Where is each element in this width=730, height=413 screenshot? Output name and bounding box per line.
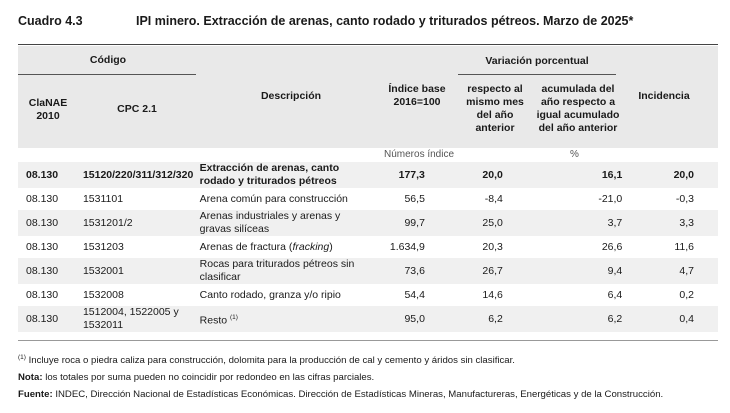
footnote-1: (1) Incluye roca o piedra caliza para co… [18,349,723,369]
data-table: 08.130 15120/220/311/312/320 Extracción … [18,162,718,332]
cell-var-mes: 14,6 [482,288,503,301]
descripcion-text: Arenas de fractura ( [199,240,293,253]
nota-text: los totales por suma pueden no coincidir… [45,372,375,384]
cell-indice: 177,3 [360,162,433,188]
cell-cpc: 1532001 [82,258,200,284]
nota-label: Nota: [18,372,43,384]
cell-indice: 54,4 [404,288,425,301]
cell-indice: 73,6 [360,258,433,284]
fuente-text: INDEC, Dirección Nacional de Estadística… [55,389,664,401]
cell-incidencia: -0,3 [675,192,694,205]
header-codigo: Código [89,54,127,66]
cell-clanae: 08.130 [18,162,83,188]
descripcion-emphasis: fracking [292,240,330,253]
header-variacion: Variación porcentual [485,55,589,67]
table-row: 08.130 1531101 Arena común para construc… [18,188,718,210]
cell-descripcion: Extracción de arenas, canto rodado y tri… [199,162,361,188]
cell-var-acum: 9,4 [526,258,643,284]
table-row: 08.130 15120/220/311/312/320 Extracción … [18,162,718,188]
footnote-marker: (1) [230,313,238,321]
cell-incidencia: 0,4 [642,306,718,332]
cell-var-mes: 6,2 [432,306,527,332]
cell-cpc: 15120/220/311/312/320 [82,162,200,188]
cell-cpc: 1532008 [82,288,124,301]
cell-incidencia: 4,7 [642,258,718,284]
header-incidencia: Incidencia [638,90,690,102]
table-number: Cuadro 4.3 [18,14,83,28]
table-row: 08.130 1531203 Arenas de fractura (frack… [18,236,718,258]
table-row: 08.130 1512004, 1522005 y 1532011 Resto … [18,306,718,332]
descripcion-close: ) [329,240,333,253]
units-row: Números índice % [18,148,718,162]
cell-incidencia: 11,6 [674,240,694,253]
cell-descripcion: Arenas de fractura (fracking) [200,236,361,258]
cell-clanae: 08.130 [26,240,59,253]
bottom-rule [18,340,718,341]
variacion-underline [458,74,616,75]
nota: Nota: los totales por suma pueden no coi… [18,369,723,386]
top-rule [18,44,718,45]
unit-variacion: % [570,149,579,160]
cell-descripcion: Canto rodado, granza y/o ripio [199,288,341,301]
cell-cpc: 1531101 [82,192,124,205]
cell-clanae: 08.130 [18,258,83,284]
cell-descripcion: Arena común para construcción [199,192,348,205]
descripcion-text: Resto [199,314,228,327]
cell-cpc: 1531201/2 [82,210,200,236]
cell-cpc: 1531203 [82,240,124,253]
header-var-mes: respecto al mismo mes del año anterior [466,83,524,134]
cell-indice: 99,7 [360,210,433,236]
cell-indice: 95,0 [360,306,433,332]
table-title: IPI minero. Extracción de arenas, canto … [136,14,634,28]
header-indice: Índice base 2016=100 [388,83,446,108]
fuente: Fuente: INDEC, Dirección Nacional de Est… [18,386,723,403]
cell-var-acum: 6,4 [607,288,623,301]
cell-incidencia: 3,3 [642,210,718,236]
cell-clanae: 08.130 [26,288,59,301]
cell-indice: 1.634,9 [389,240,425,253]
cell-incidencia: 0,2 [679,288,694,301]
cell-var-acum: 26,6 [601,240,623,253]
cell-var-mes: 20,0 [432,162,527,188]
footnote-1-mark: (1) [18,354,26,361]
header-cpc: CPC 2.1 [117,103,157,115]
table-row: 08.130 1532008 Canto rodado, granza y/o … [18,284,718,306]
cell-var-mes: 26,7 [432,258,527,284]
table-row: 08.130 1531201/2 Arenas industriales y a… [18,210,718,236]
cell-var-acum: 6,2 [526,306,643,332]
cell-incidencia: 20,0 [642,162,718,188]
header-var-acum: acumulada del año respecto a igual acumu… [536,83,620,134]
cell-var-mes: 25,0 [432,210,527,236]
cell-clanae: 08.130 [18,210,83,236]
table-row: 08.130 1532001 Rocas para triturados pét… [18,258,718,284]
cell-cpc: 1512004, 1522005 y 1532011 [82,306,200,332]
header-descripcion: Descripción [260,90,322,102]
cell-var-mes: 20,3 [482,240,503,253]
cell-clanae: 08.130 [18,306,83,332]
footnote-1-text: Incluye roca o piedra caliza para constr… [28,355,515,367]
codigo-underline [18,74,196,75]
cell-indice: 56,5 [404,192,425,205]
fuente-label: Fuente: [18,389,53,401]
notes: (1) Incluye roca o piedra caliza para co… [18,349,723,403]
cell-descripcion: Resto (1) [199,306,361,332]
cell-var-acum: -21,0 [598,192,623,205]
cell-clanae: 08.130 [26,192,59,205]
cell-var-mes: -8,4 [484,192,503,205]
cell-descripcion: Rocas para triturados pétreos sin clasif… [199,258,361,284]
cell-descripcion: Arenas industriales y arenas y gravas si… [199,210,361,236]
cell-var-acum: 3,7 [526,210,643,236]
cell-var-acum: 16,1 [526,162,643,188]
unit-indice: Números índice [384,149,455,160]
header-clanae: ClaNAE 2010 [28,97,68,122]
table-header: Código ClaNAE 2010 CPC 2.1 Descripción Í… [18,46,718,148]
